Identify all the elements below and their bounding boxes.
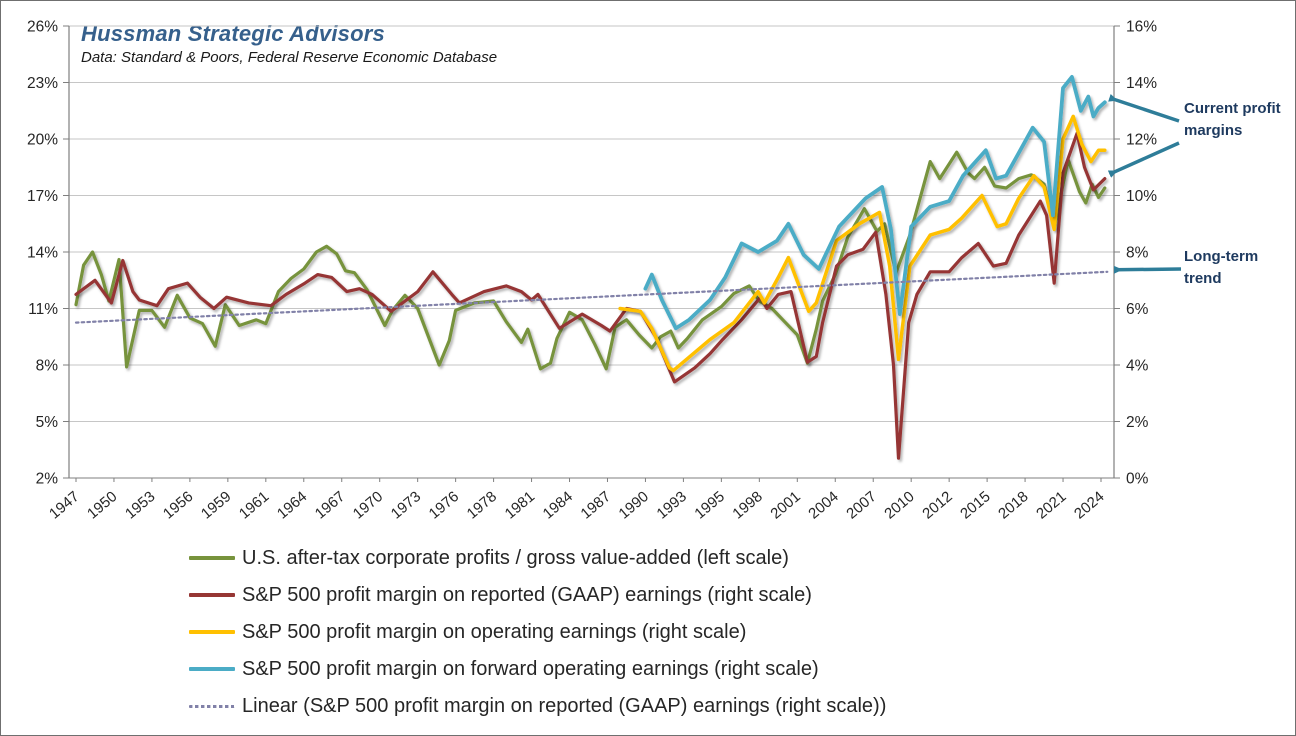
right-axis-label: 10% [1126, 188, 1157, 205]
profit-margins-line-chart: 26% 16% 23% 14% 20% 12% 17% 10% 14% 8% 11% 6% 8% 4% 5%… [27, 19, 1182, 523]
legend-swatch-darkred-line [189, 593, 235, 597]
arrow-to-current-margin [1107, 141, 1180, 178]
right-axis-label: 2% [1126, 414, 1149, 431]
x-axis-label: 1953 [122, 488, 158, 522]
x-axis-label: 1987 [578, 488, 614, 522]
right-axis-label: 14% [1126, 75, 1157, 92]
x-axis-label: 2010 [881, 488, 917, 522]
legend-item: S&P 500 profit margin on reported (GAAP)… [189, 583, 886, 607]
x-axis-label: 1990 [616, 488, 652, 522]
series-sp500-forward-operating-margin [643, 75, 1107, 331]
legend-swatch-blue-line [189, 667, 235, 671]
legend-label: S&P 500 profit margin on reported (GAAP)… [242, 583, 812, 606]
left-axis-label: 8% [36, 358, 59, 375]
legend-label: Linear (S&P 500 profit margin on reporte… [242, 694, 887, 717]
x-axis-label: 1978 [464, 488, 500, 522]
left-axis-label: 17% [27, 188, 58, 205]
left-axis-label: 26% [27, 19, 58, 36]
right-axis-label: 12% [1126, 132, 1157, 149]
series-us-profits-gva [74, 150, 1107, 371]
left-axis-label: 5% [36, 414, 59, 431]
arrow-to-trend-line [1113, 265, 1182, 274]
legend-label: U.S. after-tax corporate profits / gross… [242, 546, 789, 569]
series-sp500-operating-margin [618, 114, 1107, 373]
x-axis-label: 2007 [843, 488, 879, 522]
legend-item: S&P 500 profit margin on forward operati… [189, 657, 886, 681]
x-axis-label: 2024 [1071, 488, 1107, 522]
x-axis-label: 1961 [236, 488, 272, 522]
x-axis-label: 1970 [350, 488, 386, 522]
x-axis-label: 2018 [995, 488, 1031, 522]
annotation-current-profit-margins: Current profit margins [1184, 100, 1281, 139]
left-axis-label: 23% [27, 75, 58, 92]
x-axis-label: 1967 [312, 488, 348, 522]
right-axis-label: 4% [1126, 358, 1149, 375]
x-axis-label: 2021 [1033, 488, 1069, 522]
x-axis-label: 1973 [388, 488, 424, 522]
right-axis-label: 8% [1126, 245, 1149, 262]
x-axis-label: 1993 [653, 488, 689, 522]
right-axis-label: 0% [1126, 471, 1149, 488]
legend-swatch-green-line [189, 556, 235, 560]
series-linear-trend [74, 270, 1109, 324]
left-axis-label: 11% [28, 301, 58, 318]
x-axis-label: 1964 [274, 488, 310, 522]
x-axis-label: 1998 [729, 488, 765, 522]
x-axis-label: 1950 [84, 488, 120, 522]
left-axis-label: 20% [27, 132, 58, 149]
left-axis-label: 14% [27, 245, 58, 262]
x-axis-label: 2001 [767, 488, 803, 522]
legend-item: Linear (S&P 500 profit margin on reporte… [189, 694, 886, 718]
x-axis-label: 2012 [919, 488, 955, 522]
left-axis-label: 2% [36, 471, 59, 488]
legend-swatch-dotted-trend-line [189, 704, 235, 708]
legend-swatch-yellow-line [189, 630, 235, 634]
page-title: Hussman Strategic Advisors [81, 21, 385, 46]
chart-legend: U.S. after-tax corporate profits / gross… [189, 546, 886, 718]
x-axis-label: 1981 [502, 488, 538, 522]
x-axis-label: 1995 [691, 488, 727, 522]
page-subtitle: Data: Standard & Poors, Federal Reserve … [81, 49, 498, 66]
x-axis-label: 2015 [957, 488, 993, 522]
annotation-long-term-trend: Long-term trend [1184, 248, 1259, 287]
right-axis-label: 6% [1126, 301, 1149, 318]
x-axis-label: 1956 [160, 488, 196, 522]
x-axis-label: 1959 [198, 488, 234, 522]
legend-item: U.S. after-tax corporate profits / gross… [189, 546, 886, 570]
legend-label: S&P 500 profit margin on operating earni… [242, 620, 747, 643]
right-axis-label: 16% [1126, 19, 1157, 36]
x-axis-label: 1976 [426, 488, 462, 522]
x-axis-label: 1984 [540, 488, 576, 522]
legend-label: S&P 500 profit margin on forward operati… [242, 657, 819, 680]
x-axis-label: 1947 [46, 488, 82, 522]
x-axis-label: 2004 [805, 488, 841, 522]
series-sp500-gaap-margin [74, 131, 1107, 460]
arrow-to-forward-margin [1108, 94, 1180, 123]
legend-item: S&P 500 profit margin on operating earni… [189, 620, 886, 644]
